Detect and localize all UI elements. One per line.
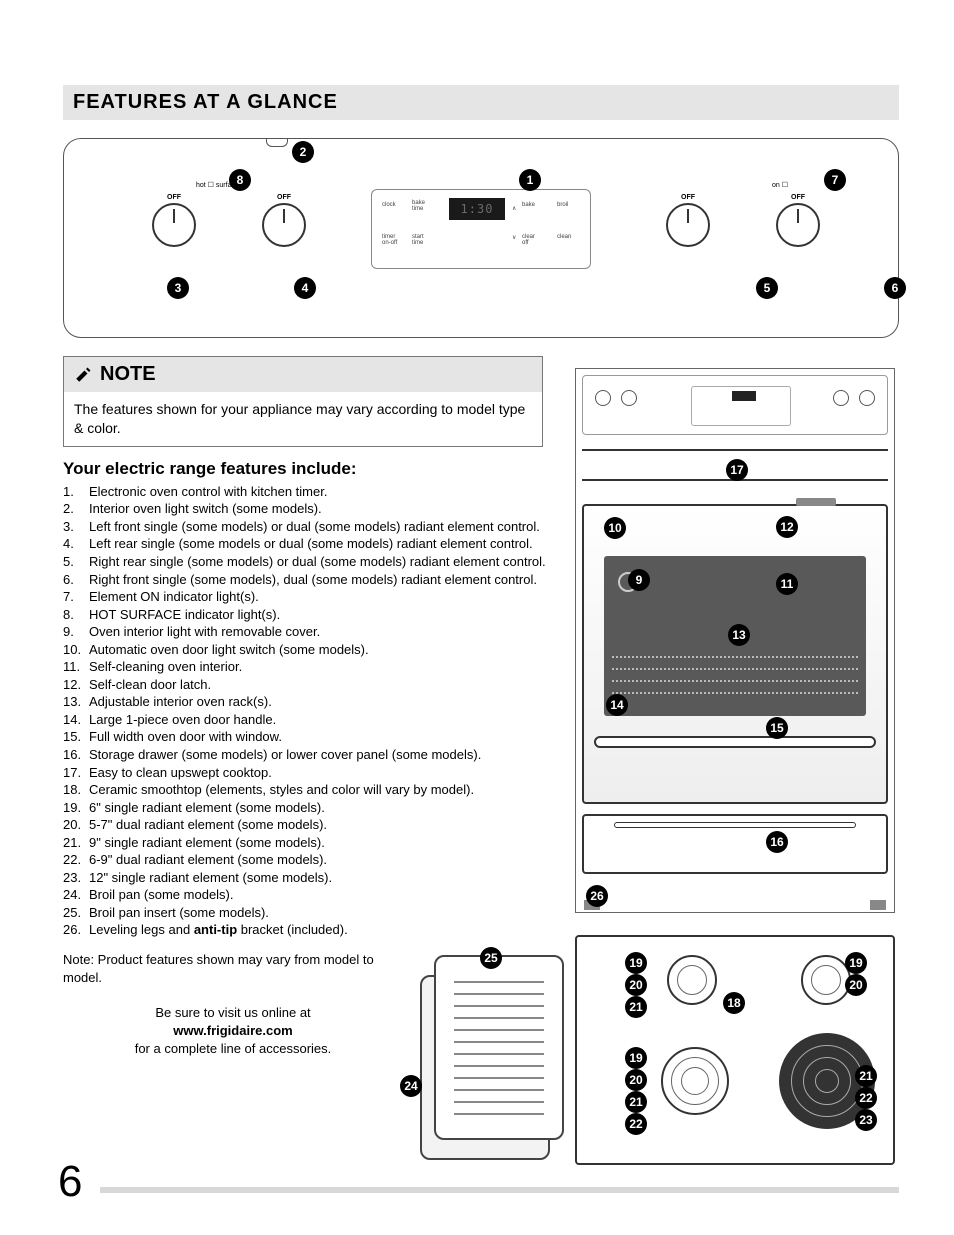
note-box: NOTE The features shown for your applian…: [63, 356, 543, 447]
callout-16: 16: [766, 831, 788, 853]
callout-21: 21: [625, 1091, 647, 1113]
pencil-icon: [74, 366, 92, 384]
callout-20: 20: [625, 1069, 647, 1091]
feature-item: 20.5-7" dual radiant element (some model…: [63, 816, 573, 834]
callout-12: 12: [776, 516, 798, 538]
feature-item: 15.Full width oven door with window.: [63, 728, 573, 746]
feature-item: 25.Broil pan insert (some models).: [63, 904, 573, 922]
section-title: FEATURES AT A GLANCE: [73, 91, 338, 113]
callout-26: 26: [586, 885, 608, 907]
feature-item: 14.Large 1-piece oven door handle.: [63, 711, 573, 729]
knob-right-rear: OFF: [648, 194, 728, 247]
visit-post: for a complete line of accessories.: [135, 1041, 332, 1056]
callout-25: 25: [480, 947, 502, 969]
note-label: NOTE: [100, 363, 156, 386]
knob-left-rear: OFF: [244, 194, 324, 247]
feature-item: 16.Storage drawer (some models) or lower…: [63, 746, 573, 764]
rf-leg-right: [870, 900, 886, 910]
oven-display: 1:30 clock bake time timer on-off start …: [371, 189, 591, 269]
callout-3: 3: [167, 277, 189, 299]
callout-20: 20: [845, 974, 867, 996]
callout-4: 4: [294, 277, 316, 299]
callout-21: 21: [625, 996, 647, 1018]
callout-9: 9: [628, 569, 650, 591]
feature-item: 11.Self-cleaning oven interior.: [63, 658, 573, 676]
broil-pan-diagram: 2425: [420, 955, 560, 1165]
feature-item: 5.Right rear single (some models) or dua…: [63, 553, 573, 571]
callout-23: 23: [855, 1109, 877, 1131]
rf-oven-door: [582, 504, 888, 804]
feature-item: 21.9" single radiant element (some model…: [63, 834, 573, 852]
page-rule: [100, 1187, 899, 1193]
note-body: The features shown for your appliance ma…: [64, 392, 542, 446]
clock-lcd: 1:30: [449, 198, 505, 220]
feature-item: 9.Oven interior light with removable cov…: [63, 623, 573, 641]
visit-pre: Be sure to visit us online at: [155, 1005, 310, 1020]
callout-8: 8: [229, 169, 251, 191]
callout-20: 20: [625, 974, 647, 996]
callout-22: 22: [625, 1113, 647, 1135]
left-knob-group: OFF OFF: [134, 194, 324, 247]
callout-19: 19: [625, 952, 647, 974]
callout-17: 17: [726, 459, 748, 481]
callout-18: 18: [723, 992, 745, 1014]
features-list: 1.Electronic oven control with kitchen t…: [63, 483, 573, 939]
callout-13: 13: [728, 624, 750, 646]
feature-item: 24.Broil pan (some models).: [63, 886, 573, 904]
knob-right-front: OFF: [758, 194, 838, 247]
broil-pan-insert: [434, 955, 564, 1140]
page-number: 6: [58, 1157, 82, 1207]
visit-block: Be sure to visit us online at www.frigid…: [63, 1004, 403, 1059]
features-footnote: Note: Product features shown may vary fr…: [63, 951, 383, 986]
feature-item: 6.Right front single (some models), dual…: [63, 571, 573, 589]
right-knob-group: OFF OFF: [648, 194, 838, 247]
burner-rear-right: [801, 955, 851, 1005]
callout-19: 19: [625, 1047, 647, 1069]
feature-item: 18.Ceramic smoothtop (elements, styles a…: [63, 781, 573, 799]
callout-1: 1: [519, 169, 541, 191]
feature-item: 13.Adjustable interior oven rack(s).: [63, 693, 573, 711]
range-front-diagram: 9 10 11 12 13 14 15 16 17 26: [575, 368, 895, 913]
note-header: NOTE: [64, 357, 542, 392]
rf-door-latch: [796, 498, 836, 506]
feature-item: 17.Easy to clean upswept cooktop.: [63, 764, 573, 782]
callout-21: 21: [855, 1065, 877, 1087]
element-on-indicator-label: on ☐: [772, 181, 788, 189]
burner-front-left: [661, 1047, 729, 1115]
feature-item: 22.6-9" dual radiant element (some model…: [63, 851, 573, 869]
light-switch-icon: [266, 139, 288, 147]
callout-5: 5: [756, 277, 778, 299]
section-header: FEATURES AT A GLANCE: [63, 85, 899, 120]
rf-door-handle: [594, 736, 876, 748]
cooktop-diagram: 18192021192019202122212223: [575, 935, 895, 1165]
callout-6: 6: [884, 277, 906, 299]
feature-item: 7.Element ON indicator light(s).: [63, 588, 573, 606]
callout-7: 7: [824, 169, 846, 191]
burner-rear-left: [667, 955, 717, 1005]
callout-22: 22: [855, 1087, 877, 1109]
feature-item: 10.Automatic oven door light switch (som…: [63, 641, 573, 659]
feature-item: 12.Self-clean door latch.: [63, 676, 573, 694]
rf-control-panel: [582, 375, 888, 435]
callout-19: 19: [845, 952, 867, 974]
feature-item: 8.HOT SURFACE indicator light(s).: [63, 606, 573, 624]
callout-15: 15: [766, 717, 788, 739]
feature-item: 2.Interior oven light switch (some model…: [63, 500, 573, 518]
feature-item: 26.Leveling legs and anti-tip bracket (i…: [63, 921, 573, 939]
feature-item: 23.12" single radiant element (some mode…: [63, 869, 573, 887]
feature-item: 4.Left rear single (some models or dual …: [63, 535, 573, 553]
callout-2: 2: [292, 141, 314, 163]
visit-url: www.frigidaire.com: [173, 1023, 292, 1038]
control-panel-diagram: OFF OFF hot ☐ surface OFF OFF on ☐ 1:30 …: [63, 138, 899, 338]
feature-item: 19.6" single radiant element (some model…: [63, 799, 573, 817]
callout-11: 11: [776, 573, 798, 595]
knob-left-front: OFF: [134, 194, 214, 247]
rf-storage-drawer: [582, 814, 888, 874]
feature-item: 3.Left front single (some models) or dua…: [63, 518, 573, 536]
callout-10: 10: [604, 517, 626, 539]
callout-24: 24: [400, 1075, 422, 1097]
callout-14: 14: [606, 694, 628, 716]
feature-item: 1.Electronic oven control with kitchen t…: [63, 483, 573, 501]
